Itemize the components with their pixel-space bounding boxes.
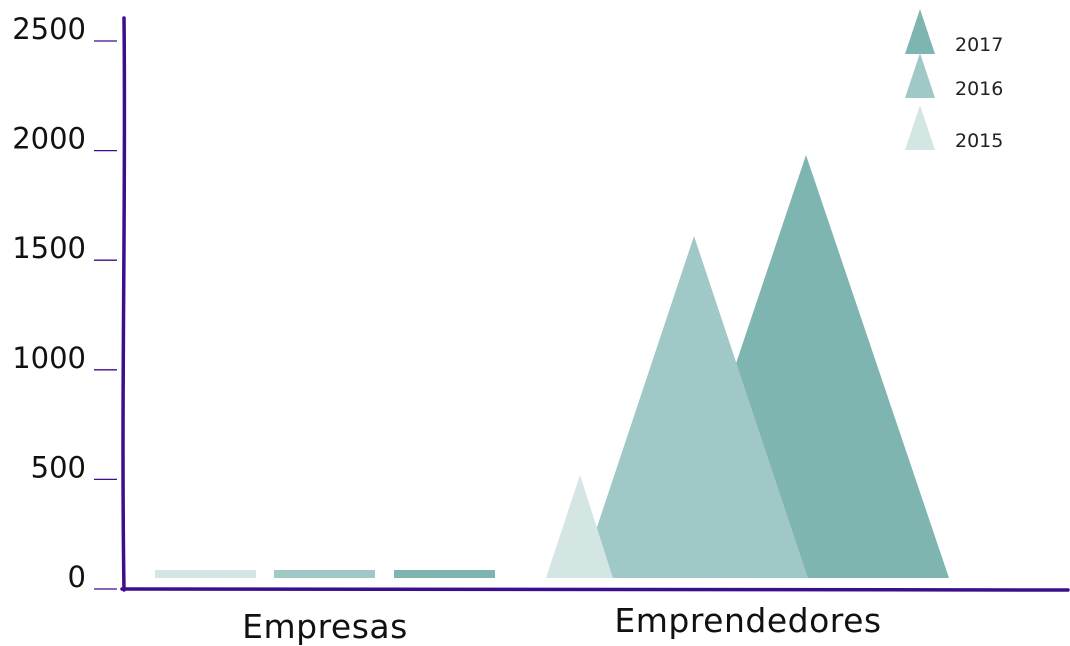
chart-marks — [155, 154, 949, 578]
legend-label-2015: 2015 — [955, 130, 1003, 152]
y-tick-label: 0 — [68, 560, 86, 594]
y-tick-label: 1000 — [12, 341, 86, 375]
legend: 2017 2016 2015 — [905, 9, 1003, 152]
legend-marker-2015 — [905, 105, 935, 150]
y-tick-label: 1500 — [12, 231, 86, 265]
y-tick-label: 2000 — [12, 122, 86, 156]
category-label-empresas: Empresas — [242, 607, 408, 646]
category-labels: Empresas Emprendedores — [242, 601, 881, 646]
legend-label-2017: 2017 — [955, 34, 1003, 56]
y-axis-line — [121, 16, 127, 592]
legend-marker-2016 — [905, 53, 935, 98]
axes — [120, 16, 1070, 592]
y-axis-ticks: 0 500 1000 1500 2000 2500 — [12, 12, 117, 594]
triangle-emprendedores-2016 — [580, 236, 808, 578]
bar-empresas-2015 — [155, 570, 256, 578]
y-tick-label: 2500 — [12, 12, 86, 46]
y-tick-label: 500 — [31, 450, 86, 484]
legend-marker-2017 — [905, 9, 935, 54]
triangle-emprendedores-2015 — [546, 474, 613, 578]
legend-label-2016: 2016 — [955, 78, 1003, 100]
bar-empresas-2016 — [274, 570, 375, 578]
category-label-emprendedores: Emprendedores — [614, 601, 881, 640]
bar-empresas-2017 — [394, 570, 495, 578]
x-axis-line — [120, 586, 1070, 592]
